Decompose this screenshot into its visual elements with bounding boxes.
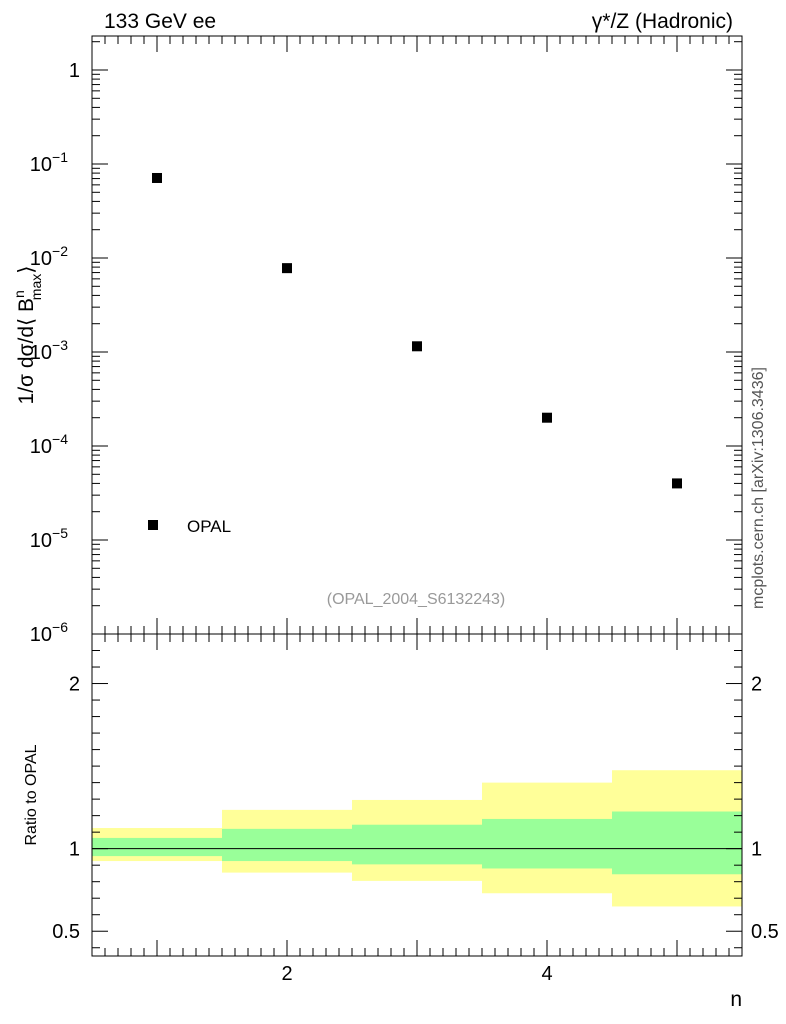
- x-axis-label: n: [730, 988, 742, 1011]
- legend-label: OPAL: [187, 517, 231, 536]
- ratio-y-tick-label-right-3: 2: [751, 674, 762, 696]
- main-y-tick-label-1: 1: [69, 60, 80, 82]
- ratio-y-tick-label-2: 1: [69, 839, 80, 861]
- main-y-tick-label-2: 10−1: [30, 149, 68, 176]
- main-y-tick-label-7: 10−6: [30, 619, 68, 646]
- ratio-y-tick-label-1: 0.5: [52, 921, 80, 943]
- ratio-y-tick-label-3: 2: [69, 674, 80, 696]
- data-point-3: [412, 341, 422, 352]
- ratio-y-tick-label-right-1: 0.5: [751, 921, 779, 943]
- data-point-4: [542, 412, 552, 423]
- main-frame: [91, 35, 743, 635]
- data-point-5: [672, 478, 682, 489]
- data-point-2: [282, 263, 292, 274]
- header-right-title: γ*/Z (Hadronic): [592, 10, 733, 33]
- ratio-panel: 2 4 0.5 0.5 1 1 2 2: [52, 633, 779, 985]
- ratio-green-band-1: [92, 837, 222, 857]
- data-point-1: [152, 172, 162, 183]
- x-tick-label-1: 2: [281, 963, 292, 985]
- x-tick-label-2: 4: [541, 963, 552, 985]
- header-left-title: 133 GeV ee: [104, 10, 216, 33]
- main-y-tick-label-5: 10−4: [30, 431, 68, 458]
- ratio-y-tick-label-right-2: 1: [751, 839, 762, 861]
- ratio-green-band-2: [222, 828, 352, 862]
- main-y-axis-label: 1/σ dσ/d⟨ Bnmax⟩: [11, 266, 44, 405]
- main-y-tick-label-3: 10−2: [30, 243, 68, 270]
- analysis-id-label: (OPAL_2004_S6132243): [327, 591, 506, 608]
- main-y-tick-label-4: 10−3: [30, 337, 68, 364]
- main-y-tick-label-6: 10−5: [30, 525, 68, 552]
- ratio-green-band-3: [352, 824, 482, 865]
- side-credit-text: mcplots.cern.ch [arXiv:1306.3436]: [750, 367, 767, 609]
- legend-marker: [148, 520, 158, 530]
- ratio-y-axis-label: Ratio to OPAL: [23, 744, 40, 845]
- ratio-green-band-4: [482, 818, 612, 869]
- ratio-green-band-5: [612, 811, 742, 875]
- main-panel: 1 10−1 10−2 10−3 10−4 10−5 10−6: [30, 35, 743, 646]
